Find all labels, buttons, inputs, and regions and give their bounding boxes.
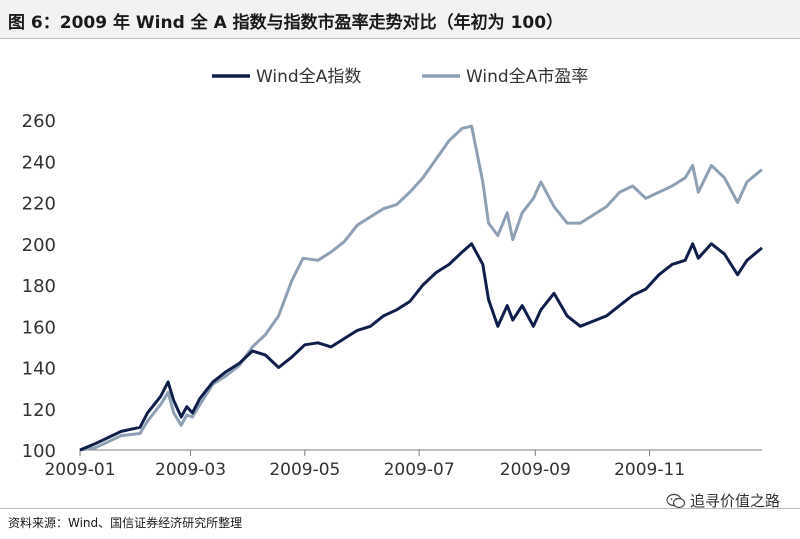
bottom-rule [0,508,800,509]
x-tick-label: 2009-05 [269,460,340,480]
watermark: 追寻价值之路 [666,490,780,511]
x-tick-label: 2009-03 [155,460,226,480]
legend-label-index: Wind全A指数 [256,67,361,87]
y-axis-ticks: 100 120 140 160 180 200 220 240 260 [22,111,56,462]
line-chart: Wind全A指数 Wind全A市盈率 100 120 140 160 180 200 220… [22,67,763,480]
y-tick-label: 120 [22,400,56,421]
legend: Wind全A指数 Wind全A市盈率 [212,67,588,87]
y-tick-label: 160 [22,317,56,338]
y-tick-label: 180 [22,276,56,297]
figure-title: 图 6：2009 年 Wind 全 A 指数与指数市盈率走势对比（年初为 100… [8,13,564,33]
x-tick-label: 2009-07 [384,460,455,480]
x-tick-label: 2009-09 [500,460,571,480]
series-line-index [79,242,763,452]
watermark-text: 追寻价值之路 [689,492,780,510]
y-tick-label: 140 [22,359,56,380]
y-tick-label: 200 [22,235,56,256]
y-tick-label: 100 [22,441,56,462]
y-tick-label: 260 [22,111,56,132]
series-layer [79,124,763,452]
x-tick-label: 2009-01 [44,460,115,480]
legend-label-pe: Wind全A市盈率 [466,67,588,87]
y-tick-label: 240 [22,152,56,173]
y-tick-label: 220 [22,194,56,215]
x-tick-label: 2009-11 [614,460,685,480]
x-axis-ticks: 2009-01 2009-03 2009-05 2009-07 2009-09 2009-… [44,450,685,480]
series-line-pe [79,124,763,452]
title-bar: 图 6：2009 年 Wind 全 A 指数与指数市盈率走势对比（年初为 100… [0,0,800,39]
source-note: 资料来源：Wind、国信证券经济研究所整理 [8,516,243,530]
wechat-icon [666,493,686,508]
